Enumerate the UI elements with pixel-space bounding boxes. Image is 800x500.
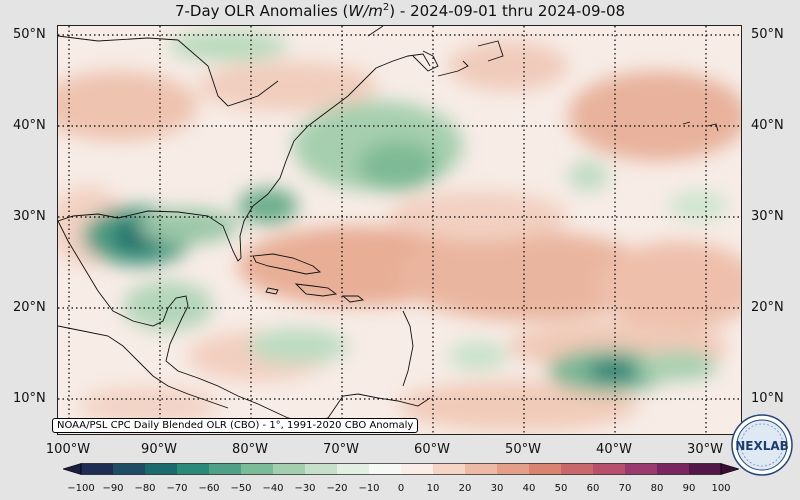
colorbar-cell [369,463,402,475]
colorbar-cell [689,463,722,475]
colorbar-tick-label: −50 [230,483,252,494]
colorbar-tick-label: −30 [294,483,316,494]
lat-label-left: 10°N [13,391,46,406]
colorbar-cell [113,463,146,475]
lon-label: 100°W [45,442,91,457]
colorbar-tick-label: 20 [458,483,472,494]
colorbar-cell [433,463,466,475]
colorbar-cell [145,463,178,475]
colorbar-cell [529,463,562,475]
colorbar-tick-label: 80 [650,483,664,494]
colorbar-cell [337,463,370,475]
colorbar-cell [81,463,114,475]
colorbar-min-arrow [63,463,82,475]
colorbar-cell [241,463,274,475]
colorbar-cell [497,463,530,475]
colorbar-tick-label: −20 [326,483,348,494]
lat-label-right: 40°N [751,118,784,133]
lat-label-right: 50°N [751,27,784,42]
graticule [58,26,741,434]
lon-label: 40°W [596,442,632,457]
colorbar-cell [625,463,658,475]
colorbar-tick-label: 50 [554,483,568,494]
lat-label-left: 40°N [13,118,46,133]
colorbar-tick-label: 100 [711,483,731,494]
lat-label-left: 50°N [13,27,46,42]
colorbar-tick-label: −100 [67,483,95,494]
colorbar-tick-label: 0 [397,483,405,494]
lon-label: 50°W [505,442,541,457]
lon-label: 70°W [323,442,359,457]
colorbar-tick-label: −40 [262,483,284,494]
data-source-note: NOAA/PSL CPC Daily Blended OLR (CBO) - 1… [52,418,419,433]
colorbar-tick-label: 10 [426,483,440,494]
lon-label: 60°W [414,442,450,457]
colorbar-tick-label: −70 [166,483,188,494]
colorbar-tick-label: −80 [134,483,156,494]
colorbar-cell [177,463,210,475]
lat-label-right: 30°N [751,209,784,224]
map-title: 7-Day OLR Anomalies (W/m2) - 2024-09-01 … [174,2,626,20]
colorbar-cell [561,463,594,475]
colorbar-tick-label: 40 [522,483,536,494]
lat-label-right: 10°N [751,391,784,406]
colorbar-tick-label: −90 [102,483,124,494]
nexlab-logo: NEXLAB [731,414,793,476]
coastlines [58,26,719,423]
lat-label-left: 20°N [13,300,46,315]
colorbar-tick-label: 70 [618,483,632,494]
colorbar [63,463,739,475]
lat-label-left: 30°N [13,209,46,224]
colorbar-tick-label: 90 [682,483,696,494]
colorbar-cell [657,463,690,475]
colorbar-tick-label: −60 [198,483,220,494]
colorbar-cell [593,463,626,475]
colorbar-tick-label: 30 [490,483,504,494]
olr-anomaly-map [57,25,742,435]
colorbar-tick-label: −10 [358,483,380,494]
svg-text:NEXLAB: NEXLAB [735,439,789,453]
colorbar-tick-label: 60 [586,483,600,494]
anomaly-field [58,31,741,431]
lon-label: 90°W [141,442,177,457]
lon-label: 80°W [232,442,268,457]
colorbar-cell [209,463,242,475]
colorbar-cell [401,463,434,475]
colorbar-cell [465,463,498,475]
colorbar-cell [273,463,306,475]
lon-label: 30°W [687,442,723,457]
lat-label-right: 20°N [751,300,784,315]
colorbar-cell [305,463,338,475]
